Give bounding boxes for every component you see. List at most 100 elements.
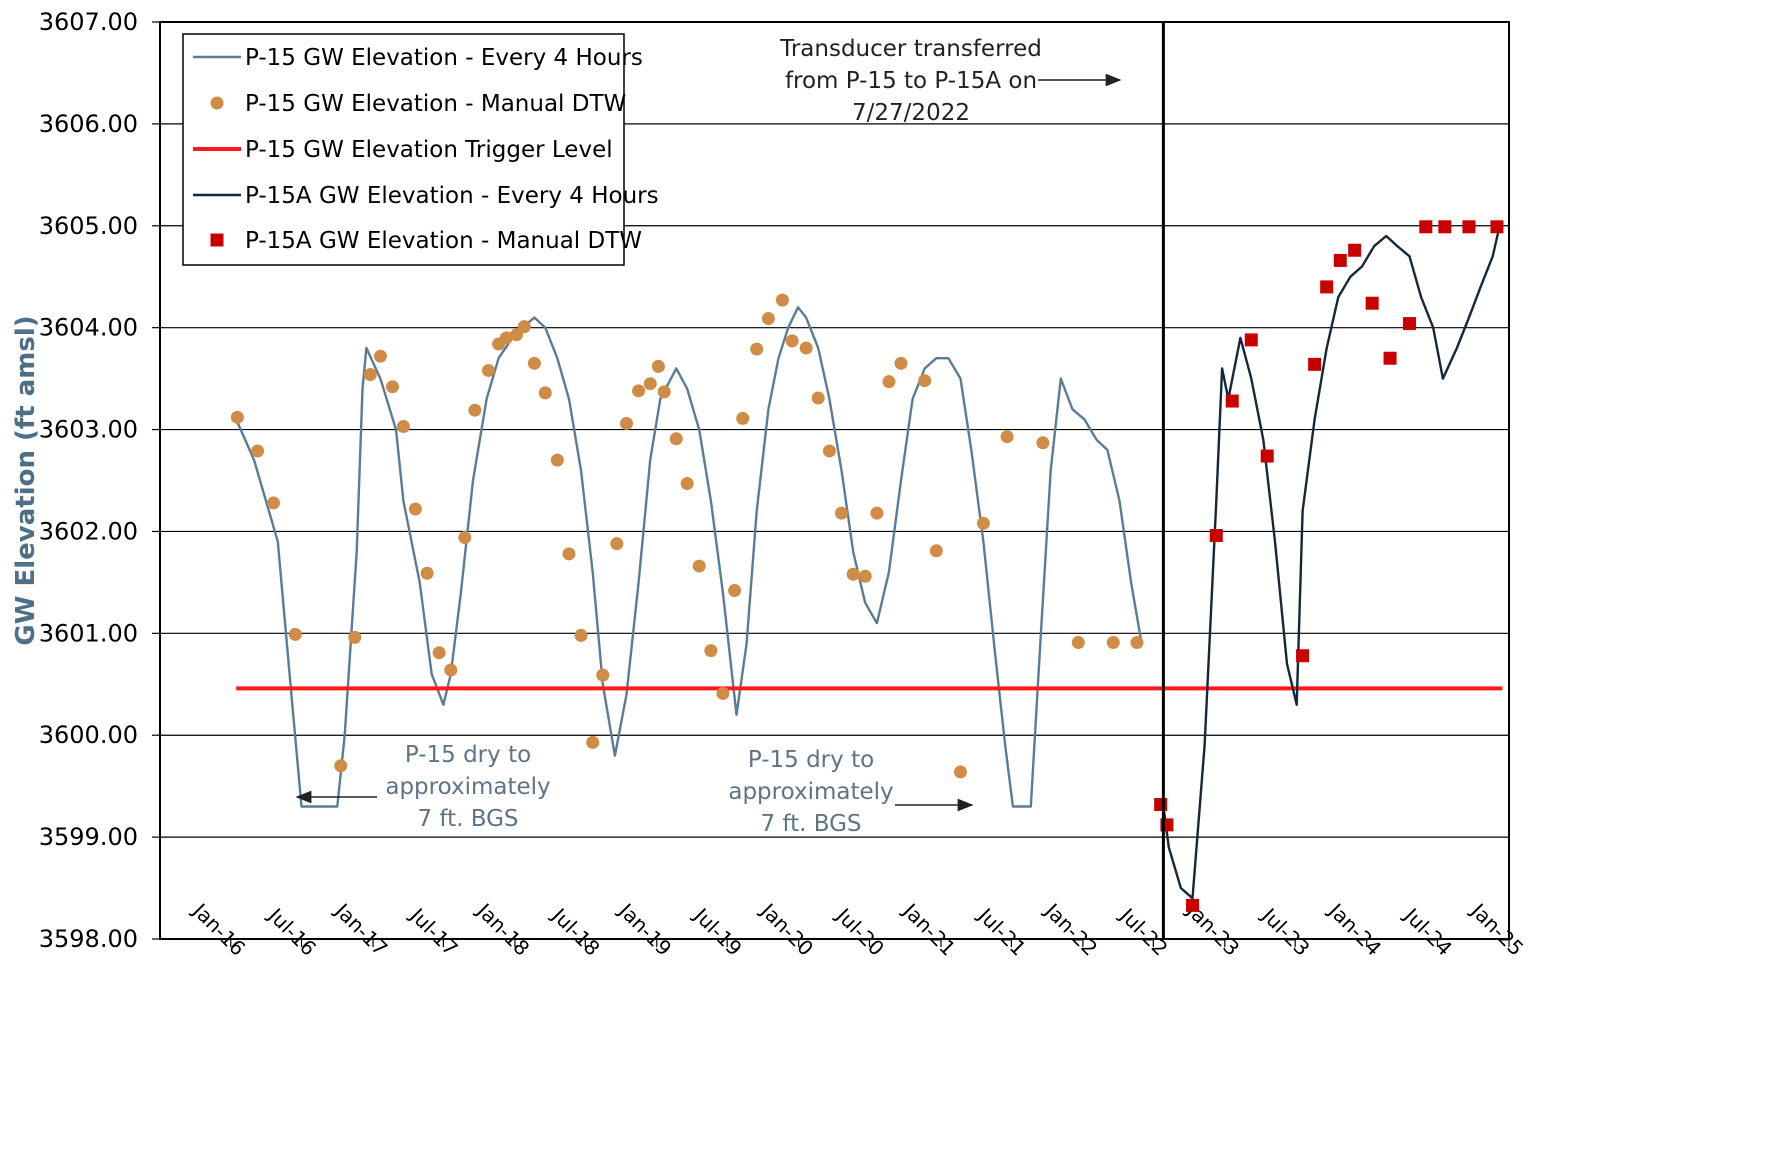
p15-manual-point: [692, 559, 706, 573]
p15-manual-point: [870, 506, 884, 520]
y-tick-label: 3599.00: [39, 823, 138, 851]
x-tick-label: Jan-25: [1465, 897, 1528, 960]
p15a-manual-point: [1419, 220, 1433, 234]
p15-manual-point: [929, 544, 943, 558]
x-tick-label: Jul-21: [972, 902, 1031, 961]
legend-box: [182, 33, 625, 266]
p15-manual-point: [574, 628, 588, 642]
p15-manual-point: [396, 419, 410, 433]
p15-manual-point: [230, 410, 244, 424]
p15a-manual-point: [1260, 449, 1274, 463]
p15-manual-point: [373, 349, 387, 363]
legend-label: P-15 GW Elevation - Every 4 Hours: [245, 45, 643, 71]
dry-annotation-text: 7 ft. BGS: [417, 806, 518, 832]
y-axis-ticks: 3598.00 3599.00 3600.00 3601.00 3602.00 3603.…: [39, 8, 160, 953]
p15-manual-point: [596, 668, 610, 682]
p15-manual-point: [1130, 636, 1144, 650]
p15-manual-point: [858, 569, 872, 583]
series-layer: [230, 22, 1504, 939]
x-tick-label: Jul-16: [262, 902, 321, 961]
p15a-manual-point: [1244, 333, 1258, 347]
p15-manual-point: [976, 516, 990, 530]
p15-manual-point: [517, 320, 531, 334]
p15-manual-point: [586, 735, 600, 749]
p15-manual-point: [669, 432, 683, 446]
dry-annotation-text: approximately: [728, 779, 893, 805]
p15a-manual-point: [1402, 317, 1416, 331]
p15-manual-point: [385, 380, 399, 394]
legend: P-15 GW Elevation - Every 4 Hours P-15 GW…: [182, 33, 659, 266]
legend-label: P-15 GW Elevation Trigger Level: [245, 137, 613, 163]
p15-manual-point: [288, 627, 302, 641]
p15-manual-point: [834, 506, 848, 520]
p15-manual-point: [550, 453, 564, 467]
x-tick-label: Jul-17: [404, 902, 463, 961]
p15-manual-point: [651, 359, 665, 373]
p15-manual-point: [468, 403, 482, 417]
p15-manual-point: [822, 444, 836, 458]
y-tick-label: 3602.00: [39, 517, 138, 545]
x-axis-ticks: Jan-16 Jul-16 Jan-17 Jul-17 Jan-18 Jul-18 Jan-…: [187, 897, 1529, 960]
y-axis-label: GW Elevation (ft amsl): [11, 315, 41, 645]
p15a-manual-point: [1348, 243, 1362, 257]
p15-manual-point: [420, 566, 434, 580]
x-tick-label: Jan-20: [755, 897, 818, 960]
p15-manual-point: [716, 686, 730, 700]
x-tick-label: Jan-17: [329, 897, 392, 960]
p15-manual-point: [785, 334, 799, 348]
p15-manual-point: [811, 391, 825, 405]
x-tick-label: Jan-21: [897, 897, 960, 960]
y-tick-label: 3605.00: [39, 212, 138, 240]
p15-manual-point: [846, 567, 860, 581]
p15-manual-point: [953, 765, 967, 779]
p15-manual-point: [761, 311, 775, 325]
p15-continuous-line: [235, 306, 1143, 808]
p15-manual-point: [1106, 636, 1120, 650]
p15-manual-point: [482, 363, 496, 377]
p15-manual-point: [1000, 430, 1014, 444]
p15-manual-point: [444, 663, 458, 677]
y-tick-label: 3601.00: [39, 619, 138, 647]
p15-manual-point: [1036, 436, 1050, 450]
dry-annotation-text: 7 ft. BGS: [760, 811, 861, 837]
y-tick-label: 3603.00: [39, 416, 138, 444]
p15-manual-point: [432, 646, 446, 660]
p15-manual-point: [610, 537, 624, 551]
p15-manual-point: [458, 531, 472, 545]
p15-manual-point: [775, 293, 789, 307]
p15-manual-point: [527, 356, 541, 370]
p15a-manual-point: [1365, 296, 1379, 310]
legend-swatch-p15a-manual: [210, 233, 224, 247]
p15a-manual-point: [1438, 220, 1452, 234]
x-tick-label: Jan-18: [471, 897, 534, 960]
x-tick-label: Jan-24: [1323, 897, 1386, 960]
p15a-manual-point: [1186, 898, 1200, 912]
plot-area: [159, 21, 1510, 940]
transfer-annotation-text: Transducer transferred: [779, 36, 1042, 62]
p15-manual-point: [348, 630, 362, 644]
transfer-annotation-text: from P-15 to P-15A on: [785, 68, 1037, 94]
annotations: Transducer transferred from P-15 to P-15A…: [295, 36, 1122, 837]
p15a-manual-point: [1490, 220, 1504, 234]
legend-label: P-15A GW Elevation - Manual DTW: [245, 228, 642, 254]
x-tick-label: Jul-23: [1256, 902, 1315, 961]
p15a-manual-point: [1154, 798, 1168, 812]
legend-label: P-15 GW Elevation - Manual DTW: [245, 91, 626, 117]
p15-manual-point: [643, 377, 657, 391]
p15-manual-point: [657, 385, 671, 399]
y-tick-label: 3606.00: [39, 110, 138, 138]
x-tick-label: Jul-18: [546, 902, 605, 961]
legend-swatch-p15-manual: [210, 96, 224, 110]
y-tick-label: 3604.00: [39, 314, 138, 342]
legend-label: P-15A GW Elevation - Every 4 Hours: [245, 183, 659, 209]
x-tick-label: Jan-16: [187, 897, 250, 960]
y-tick-label: 3600.00: [39, 721, 138, 749]
p15-manual-point: [499, 331, 513, 345]
p15-manual-point: [334, 759, 348, 773]
y-tick-label: 3607.00: [39, 8, 138, 36]
x-tick-label: Jul-19: [688, 902, 747, 961]
p15-manual-point: [894, 356, 908, 370]
p15-manual-point: [620, 416, 634, 430]
dry-annotation-text: P-15 dry to: [405, 742, 531, 768]
